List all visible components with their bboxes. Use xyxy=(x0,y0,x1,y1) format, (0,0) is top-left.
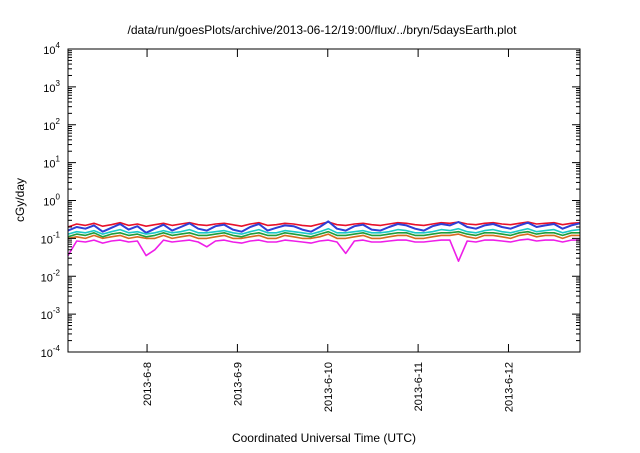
y-tick-label: 10-2 xyxy=(41,268,61,284)
series-line xyxy=(67,233,580,240)
series-layer xyxy=(67,220,581,262)
chart-title: /data/run/goesPlots/archive/2013-06-12/1… xyxy=(128,23,518,37)
y-tick-label: 10-3 xyxy=(41,306,61,322)
series-line xyxy=(67,230,580,238)
series-line xyxy=(67,221,581,228)
y-tick-label: 10-4 xyxy=(41,344,61,360)
y-tick-label: 104 xyxy=(43,41,60,57)
x-tick-label: 2013-6-12 xyxy=(503,362,515,412)
y-tick-label: 100 xyxy=(43,193,60,209)
x-axis-label: Coordinated Universal Time (UTC) xyxy=(232,431,416,445)
y-tick-label: 10-1 xyxy=(41,230,61,246)
y-axis-label: cGy/day xyxy=(13,178,27,222)
y-tick-label: 101 xyxy=(43,155,60,171)
x-tick-label: 2013-6-9 xyxy=(232,362,244,406)
x-tick-label: 2013-6-11 xyxy=(413,362,425,411)
series-line xyxy=(67,238,580,262)
plot-frame xyxy=(67,48,581,353)
x-axis: 2013-6-8 2013-6-9 2013-6-10 2013-6-11 2013-6… xyxy=(142,49,515,412)
series-line xyxy=(67,220,581,234)
y-tick-label: 102 xyxy=(43,117,60,133)
x-tick-label: 2013-6-10 xyxy=(323,362,335,412)
y-tick-label: 103 xyxy=(43,79,60,95)
x-tick-label: 2013-6-8 xyxy=(142,362,154,406)
series-line xyxy=(67,227,581,235)
y-axis: 104 103 102 101 100 10-1 10-2 10-3 10-4 xyxy=(41,41,580,360)
